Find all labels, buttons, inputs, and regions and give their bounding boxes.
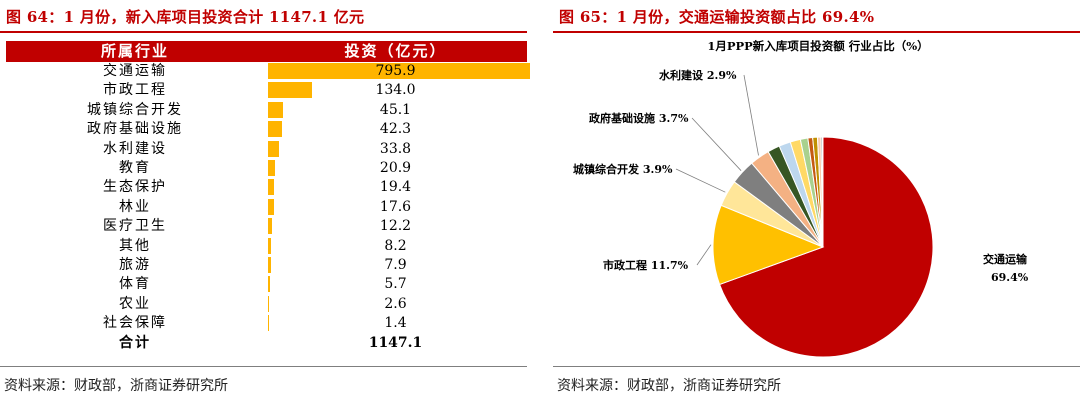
table-row: 体育 5.7 (6, 275, 527, 294)
title-rule (553, 31, 1080, 33)
pie-label: 政府基础设施 3.7% (589, 111, 689, 125)
category-label: 生态保护 (103, 179, 167, 196)
table-row: 旅游 7.9 (6, 256, 527, 275)
category-label: 医疗卫生 (103, 218, 167, 235)
category-label: 市政工程 (103, 82, 167, 99)
value-label: 33.8 (379, 140, 412, 157)
table-row: 生态保护 19.4 (6, 178, 527, 197)
value-label: 17.6 (379, 198, 412, 215)
bar (268, 63, 530, 79)
table-row: 政府基础设施 42.3 (6, 120, 527, 139)
bottom-rule (553, 366, 1080, 367)
category-label: 政府基础设施 (87, 121, 183, 138)
total-row: 合计 1147.1 (6, 334, 527, 353)
table-row: 水利建设 33.8 (6, 140, 527, 159)
leader-line (743, 74, 759, 156)
table-row: 林业 17.6 (6, 198, 527, 217)
total-value: 1147.1 (368, 334, 423, 351)
bar (268, 160, 275, 176)
bar (268, 276, 270, 293)
right-figure-panel: 图 65：1 月份，交通运输投资额占比 69.4% 1月PPP新入库项目投资额 … (553, 0, 1080, 402)
leader-line (691, 117, 742, 171)
value-label: 8.2 (384, 237, 407, 254)
bar (268, 237, 271, 254)
category-label: 社会保障 (103, 315, 167, 332)
left-figure-panel: 图 64：1 月份，新入库项目投资合计 1147.1 亿元 所属行业 投资（亿元… (0, 0, 530, 402)
bar (268, 198, 274, 215)
value-label: 20.9 (379, 160, 412, 176)
category-label: 旅游 (119, 257, 151, 273)
table-row: 市政工程 134.0 (6, 81, 527, 100)
value-label: 1.4 (384, 315, 407, 332)
category-label: 交通运输 (103, 63, 167, 79)
pie-slice (718, 136, 934, 358)
pie-chart: 1月PPP新入库项目投资额 行业占比（%） 交通运输 69.4% 市政工程 11.7… (573, 39, 1029, 358)
category-label: 其他 (119, 237, 151, 254)
pie-label: 城镇综合开发 3.9% (573, 162, 673, 176)
bar (268, 121, 282, 138)
table-row: 医疗卫生 12.2 (6, 217, 527, 236)
pie-label: 交通运输 (983, 252, 1028, 266)
value-label: 795.9 (375, 63, 416, 79)
bar (268, 257, 271, 273)
bar (268, 82, 313, 99)
category-label: 水利建设 (103, 140, 167, 157)
figure-65-title: 图 65：1 月份，交通运输投资额占比 69.4% (559, 8, 875, 26)
bar (268, 101, 283, 118)
table-row: 其他 8.2 (6, 237, 527, 256)
bar (268, 140, 280, 157)
value-label: 2.6 (384, 295, 407, 312)
bar (268, 315, 269, 332)
header-investment: 投资（亿元） (344, 42, 447, 60)
category-label: 林业 (119, 198, 151, 215)
value-label: 45.1 (379, 101, 412, 118)
value-label: 7.9 (384, 257, 407, 273)
bottom-rule (0, 366, 527, 367)
table-header: 所属行业 投资（亿元） (6, 41, 527, 62)
value-label: 134.0 (375, 82, 416, 99)
table-row: 社会保障 1.4 (6, 314, 527, 333)
category-label: 城镇综合开发 (87, 101, 183, 118)
value-label: 12.2 (379, 218, 412, 235)
table-row: 农业 2.6 (6, 295, 527, 314)
title-rule (0, 31, 527, 33)
category-label: 农业 (119, 295, 151, 312)
pie-label-percent: 69.4% (991, 271, 1029, 284)
value-label: 5.7 (384, 276, 407, 293)
pie-label: 水利建设 2.9% (659, 68, 737, 82)
header-industry: 所属行业 (100, 42, 169, 60)
source-note: 资料来源：财政部，浙商证券研究所 (557, 378, 781, 394)
category-label: 体育 (119, 276, 151, 293)
pie-label: 市政工程 11.7% (603, 258, 689, 272)
pie-title: 1月PPP新入库项目投资额 行业占比（%） (707, 39, 928, 53)
bar (268, 179, 275, 196)
source-note: 资料来源：财政部，浙商证券研究所 (4, 378, 228, 394)
pie-slice (821, 136, 824, 248)
value-label: 42.3 (379, 121, 412, 138)
total-label: 合计 (119, 334, 151, 351)
category-label: 教育 (119, 160, 151, 176)
bar (268, 218, 273, 235)
table-row: 城镇综合开发 45.1 (6, 101, 527, 120)
value-label: 19.4 (379, 179, 412, 196)
pie-slice (712, 204, 825, 286)
leader-line (675, 168, 726, 193)
table-row: 教育 20.9 (6, 159, 527, 178)
bar (268, 295, 269, 312)
table-row: 交通运输 795.9 (6, 62, 530, 81)
figure-64-title: 图 64：1 月份，新入库项目投资合计 1147.1 亿元 (6, 8, 365, 26)
leader-line (696, 244, 712, 266)
